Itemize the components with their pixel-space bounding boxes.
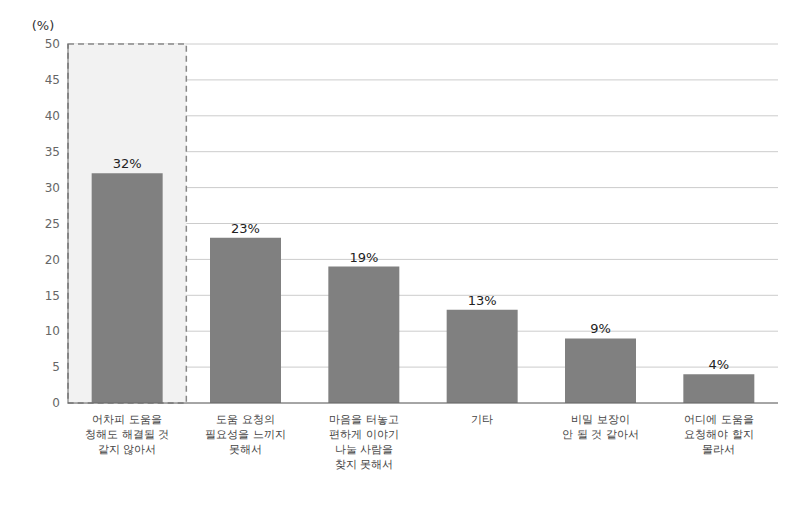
svg-text:23%: 23%	[231, 221, 260, 236]
svg-text:15: 15	[45, 289, 60, 303]
svg-text:비밀 보장이안 될 것 같아서: 비밀 보장이안 될 것 같아서	[562, 413, 639, 441]
svg-text:30: 30	[45, 181, 60, 195]
svg-text:도움 요청의필요성을 느끼지못해서: 도움 요청의필요성을 느끼지못해서	[205, 413, 286, 456]
svg-text:20: 20	[45, 253, 60, 267]
svg-text:어차피 도움을청해도 해결될 것같지 않아서: 어차피 도움을청해도 해결될 것같지 않아서	[85, 413, 169, 456]
svg-text:마음을 터놓고편하게 이야기나눌 사람을찾지 못해서: 마음을 터놓고편하게 이야기나눌 사람을찾지 못해서	[329, 413, 399, 471]
svg-text:5: 5	[52, 360, 60, 374]
svg-text:0: 0	[52, 396, 60, 410]
svg-text:기타: 기타	[471, 413, 493, 426]
svg-text:(%): (%)	[32, 18, 55, 33]
svg-text:4%: 4%	[709, 357, 730, 372]
svg-text:25: 25	[45, 217, 60, 231]
svg-text:9%: 9%	[590, 321, 611, 336]
svg-text:45: 45	[45, 73, 60, 87]
svg-text:50: 50	[45, 37, 60, 51]
svg-text:13%: 13%	[468, 293, 497, 308]
svg-text:35: 35	[45, 145, 60, 159]
svg-text:40: 40	[45, 109, 60, 123]
svg-text:19%: 19%	[349, 250, 378, 265]
svg-text:10: 10	[45, 324, 60, 338]
svg-text:어디에 도움을요청해야 할지몰라서: 어디에 도움을요청해야 할지몰라서	[684, 413, 754, 456]
svg-text:32%: 32%	[113, 156, 142, 171]
